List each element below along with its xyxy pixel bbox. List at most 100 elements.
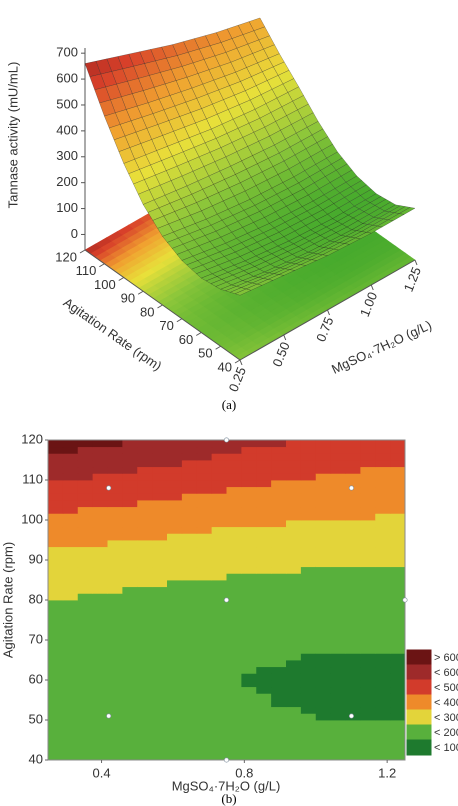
contour-cell — [330, 493, 346, 501]
contour-cell — [107, 440, 123, 448]
contour-cell — [390, 473, 406, 481]
contour-cell — [375, 600, 391, 608]
contour-cell — [137, 546, 153, 554]
contour-cell — [256, 606, 272, 614]
contour-cell — [107, 506, 123, 514]
contour-cell — [211, 546, 227, 554]
contour-cell — [345, 733, 361, 741]
contour-cell — [286, 460, 302, 468]
contour-cell — [226, 720, 242, 728]
contour-cell — [196, 506, 213, 514]
contour-cell — [226, 453, 242, 461]
contour-cell — [315, 626, 332, 634]
contour-cell — [107, 573, 123, 581]
contour-cell — [241, 700, 257, 708]
contour-cell — [62, 586, 79, 594]
contour-cell — [77, 533, 94, 541]
contour-cell — [107, 680, 123, 688]
contour-cell — [315, 473, 332, 481]
contour-cell — [390, 613, 406, 621]
contour-cell — [330, 646, 346, 654]
contour-cell — [107, 580, 123, 588]
contour-cell — [167, 600, 183, 608]
contour-cell — [48, 680, 64, 688]
contour-cell — [241, 720, 257, 728]
contour-cell — [137, 700, 153, 708]
contour-cell — [330, 593, 346, 601]
contour-cell — [315, 520, 332, 528]
contour-cell — [345, 500, 361, 508]
contour-cell — [107, 613, 123, 621]
contour-cell — [241, 626, 257, 634]
contour-cell — [360, 546, 376, 554]
legend-swatch — [407, 695, 431, 710]
contour-cell — [77, 586, 94, 594]
contour-cell — [137, 693, 153, 701]
contour-cell — [92, 486, 108, 494]
contour-cell — [196, 633, 213, 641]
contour-cell — [390, 513, 406, 521]
y-tick — [99, 263, 105, 268]
contour-cell — [330, 566, 346, 574]
contour-cell — [375, 446, 391, 454]
contour-cell — [330, 560, 346, 568]
contour-cell — [77, 640, 94, 648]
contour-cell — [181, 573, 198, 581]
contour-cell — [330, 453, 346, 461]
contour-cell — [300, 633, 317, 641]
contour-cell — [181, 626, 198, 634]
contour-cell — [330, 693, 346, 701]
contour-cell — [77, 746, 94, 754]
contour-cell — [167, 566, 183, 574]
contour-cell — [345, 706, 361, 714]
contour-cell — [300, 693, 317, 701]
contour-cell — [48, 673, 64, 681]
contour-cell — [152, 646, 168, 654]
contour-cell — [107, 746, 123, 754]
contour-cell — [107, 713, 123, 721]
contour-cell — [137, 586, 153, 594]
contour-cell — [315, 726, 332, 734]
contour-cell — [256, 646, 272, 654]
contour-cell — [300, 446, 317, 454]
contour-cell — [92, 546, 108, 554]
contour-cell — [300, 746, 317, 754]
contour-cell — [345, 466, 361, 474]
contour-cell — [107, 586, 123, 594]
contour-cell — [330, 446, 346, 454]
contour-cell — [390, 633, 406, 641]
contour-cell — [256, 480, 272, 488]
design-point — [348, 485, 354, 491]
contour-cell — [271, 720, 287, 728]
contour-cell — [315, 553, 332, 561]
contour-cell — [137, 706, 153, 714]
contour-cell — [286, 646, 302, 654]
contour-cell — [181, 586, 198, 594]
contour-cell — [345, 486, 361, 494]
contour-cell — [226, 593, 242, 601]
contour-cell — [286, 473, 302, 481]
contour-cell — [62, 513, 79, 521]
contour-cell — [286, 513, 302, 521]
contour-cell — [345, 506, 361, 514]
contour-cell — [390, 713, 406, 721]
contour-cell — [181, 686, 198, 694]
contour-cell — [181, 540, 198, 548]
contour-cell — [241, 633, 257, 641]
contour-cell — [211, 646, 227, 654]
contour-cell — [226, 646, 242, 654]
contour-cell — [226, 546, 242, 554]
contour-cell — [300, 493, 317, 501]
contour-cell — [167, 713, 183, 721]
z-tick-label: 600 — [56, 71, 78, 86]
contour-cell — [345, 473, 361, 481]
contour-cell — [211, 746, 227, 754]
design-point — [224, 437, 230, 443]
contour-cell — [122, 606, 138, 614]
contour-cell — [107, 513, 123, 521]
contour-cell — [196, 700, 213, 708]
contour-cell — [271, 666, 287, 674]
contour-cell — [167, 593, 183, 601]
contour-cell — [271, 540, 287, 548]
contour-cell — [196, 593, 213, 601]
